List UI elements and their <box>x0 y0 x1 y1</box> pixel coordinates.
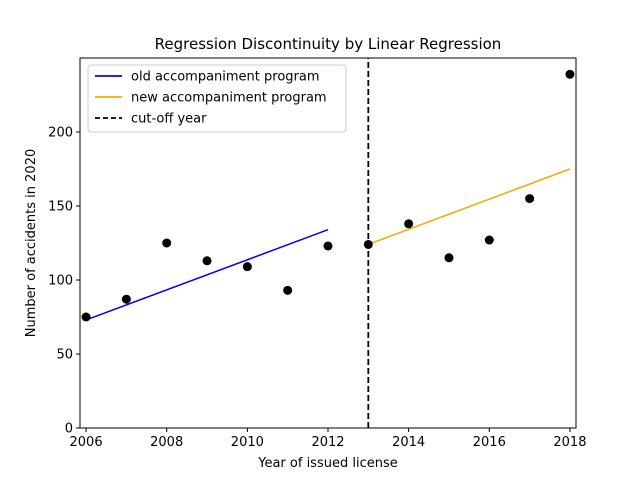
data-point <box>162 238 172 248</box>
x-tick-label: 2006 <box>70 435 103 450</box>
y-tick-label: 0 <box>65 422 73 437</box>
legend-label-0: old accompaniment program <box>131 70 320 85</box>
data-point <box>525 194 535 204</box>
y-tick-label: 150 <box>48 200 73 215</box>
data-point <box>121 294 131 304</box>
data-point <box>444 253 454 263</box>
x-tick-label: 2018 <box>553 435 586 450</box>
x-tick-label: 2012 <box>311 435 344 450</box>
series-line-1 <box>368 168 571 246</box>
y-axis-label: Number of accidents in 2020 <box>24 149 39 337</box>
data-point <box>202 256 212 266</box>
legend-label-2: cut-off year <box>131 112 207 127</box>
x-axis: 2006 2008 2010 2012 2014 2016 2018 <box>70 428 586 450</box>
x-tick-label: 2010 <box>231 435 264 450</box>
data-point <box>323 241 333 251</box>
chart-title: Regression Discontinuity by Linear Regre… <box>155 35 502 53</box>
plot-area <box>81 58 575 428</box>
x-axis-label: Year of issued license <box>257 456 397 471</box>
data-point <box>565 69 575 79</box>
data-point <box>283 285 293 295</box>
x-tick-label: 2008 <box>150 435 183 450</box>
series-line-0 <box>85 228 329 321</box>
data-point <box>484 235 494 245</box>
legend: old accompaniment program new accompanime… <box>87 64 347 133</box>
data-point <box>363 239 373 249</box>
x-tick-label: 2016 <box>473 435 506 450</box>
data-point <box>81 312 91 322</box>
legend-box <box>87 64 347 133</box>
legend-label-1: new accompaniment program <box>131 91 327 106</box>
data-point <box>404 219 414 229</box>
x-tick-label: 2014 <box>392 435 425 450</box>
y-tick-label: 100 <box>48 274 73 289</box>
y-tick-label: 50 <box>56 348 73 363</box>
data-point <box>242 262 252 272</box>
y-axis: 0 50 100 150 200 <box>48 126 80 437</box>
y-tick-label: 200 <box>48 126 73 141</box>
